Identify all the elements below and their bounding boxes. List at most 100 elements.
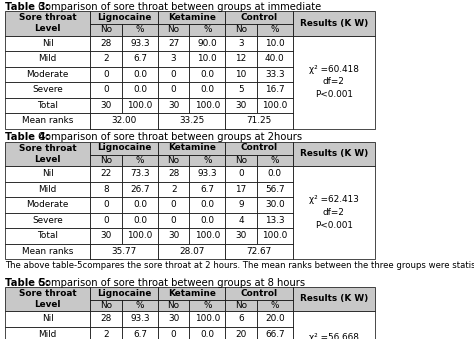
Text: 28: 28	[100, 314, 112, 323]
Text: 28.07: 28.07	[179, 247, 204, 256]
Bar	[225, 11, 293, 24]
Bar	[257, 24, 293, 36]
Bar	[91, 228, 122, 243]
Text: 33.25: 33.25	[179, 116, 204, 125]
Bar	[189, 326, 225, 339]
Text: 0.0: 0.0	[201, 216, 214, 225]
Text: 0.0: 0.0	[268, 169, 282, 178]
Text: Results (K W): Results (K W)	[300, 149, 368, 158]
Text: Table 4:: Table 4:	[5, 133, 50, 142]
Bar	[225, 213, 257, 228]
Text: 32.00: 32.00	[111, 116, 137, 125]
Bar	[225, 24, 257, 36]
Bar	[91, 66, 122, 82]
Text: No: No	[235, 156, 247, 165]
Text: Total: Total	[37, 231, 58, 240]
Text: 4: 4	[238, 216, 244, 225]
Text: 93.3: 93.3	[130, 39, 150, 48]
Text: 10: 10	[236, 70, 246, 79]
Text: %: %	[136, 301, 144, 310]
Text: Comparison of sore throat between groups at 8 hours: Comparison of sore throat between groups…	[35, 278, 305, 287]
Bar	[91, 166, 122, 181]
Text: 6: 6	[238, 314, 244, 323]
Bar	[257, 228, 293, 243]
Text: 0: 0	[238, 169, 244, 178]
Text: 100.0: 100.0	[195, 101, 220, 110]
Text: Sore throat
Level: Sore throat Level	[19, 13, 76, 33]
Bar	[158, 326, 189, 339]
Text: %: %	[136, 25, 144, 34]
Text: Control: Control	[240, 143, 278, 153]
Bar	[257, 82, 293, 98]
Bar	[158, 213, 189, 228]
Bar	[122, 98, 158, 113]
Bar	[257, 166, 293, 181]
Text: No: No	[168, 156, 180, 165]
Text: 2: 2	[171, 185, 176, 194]
Bar	[5, 181, 91, 197]
Bar	[91, 311, 122, 326]
Bar	[158, 11, 225, 24]
Text: 35.77: 35.77	[111, 247, 137, 256]
Text: Moderate: Moderate	[27, 200, 69, 209]
Text: 71.25: 71.25	[246, 116, 272, 125]
Bar	[122, 197, 158, 213]
Text: 100.0: 100.0	[262, 101, 287, 110]
Text: 30: 30	[168, 314, 179, 323]
Text: Ketamine: Ketamine	[168, 288, 216, 298]
Bar	[91, 51, 122, 66]
Bar	[293, 166, 374, 259]
Text: χ² =60.418
df=2
P<0.001: χ² =60.418 df=2 P<0.001	[309, 65, 359, 99]
Bar	[189, 311, 225, 326]
Text: 10.0: 10.0	[265, 39, 284, 48]
Bar	[91, 286, 158, 299]
Text: 30.0: 30.0	[265, 200, 284, 209]
Bar	[257, 197, 293, 213]
Text: Mean ranks: Mean ranks	[22, 247, 73, 256]
Text: 0: 0	[103, 216, 109, 225]
Text: 9: 9	[238, 200, 244, 209]
Text: 30: 30	[168, 101, 179, 110]
Bar	[293, 11, 374, 36]
Bar	[5, 166, 91, 181]
Bar	[91, 326, 122, 339]
Bar	[122, 166, 158, 181]
Bar	[5, 286, 91, 311]
Text: Sore throat
Level: Sore throat Level	[19, 289, 76, 309]
Bar	[122, 181, 158, 197]
Bar	[122, 213, 158, 228]
Bar	[91, 299, 122, 311]
Text: No: No	[100, 156, 112, 165]
Bar	[225, 66, 257, 82]
Text: 40.0: 40.0	[265, 54, 284, 63]
Bar	[189, 155, 225, 166]
Bar	[189, 228, 225, 243]
Bar	[5, 213, 91, 228]
Bar	[158, 155, 189, 166]
Text: 0.0: 0.0	[133, 200, 147, 209]
Text: 10.0: 10.0	[198, 54, 217, 63]
Text: 22: 22	[100, 169, 112, 178]
Text: 0: 0	[171, 85, 176, 94]
Bar	[5, 51, 91, 66]
Text: 6.7: 6.7	[201, 185, 214, 194]
Bar	[293, 286, 374, 311]
Bar	[293, 36, 374, 128]
Text: Mean ranks: Mean ranks	[22, 116, 73, 125]
Text: %: %	[136, 156, 144, 165]
Text: Mild: Mild	[38, 330, 57, 339]
Text: Nil: Nil	[42, 39, 54, 48]
Bar	[257, 51, 293, 66]
Text: 73.3: 73.3	[130, 169, 150, 178]
Text: 6.7: 6.7	[133, 330, 147, 339]
Bar	[158, 197, 189, 213]
Bar	[158, 299, 189, 311]
Text: 30: 30	[168, 231, 179, 240]
Bar	[5, 82, 91, 98]
Bar	[293, 141, 374, 166]
Text: 0: 0	[103, 70, 109, 79]
Bar	[189, 197, 225, 213]
Text: 93.3: 93.3	[130, 314, 150, 323]
Bar	[122, 24, 158, 36]
Bar	[158, 166, 189, 181]
